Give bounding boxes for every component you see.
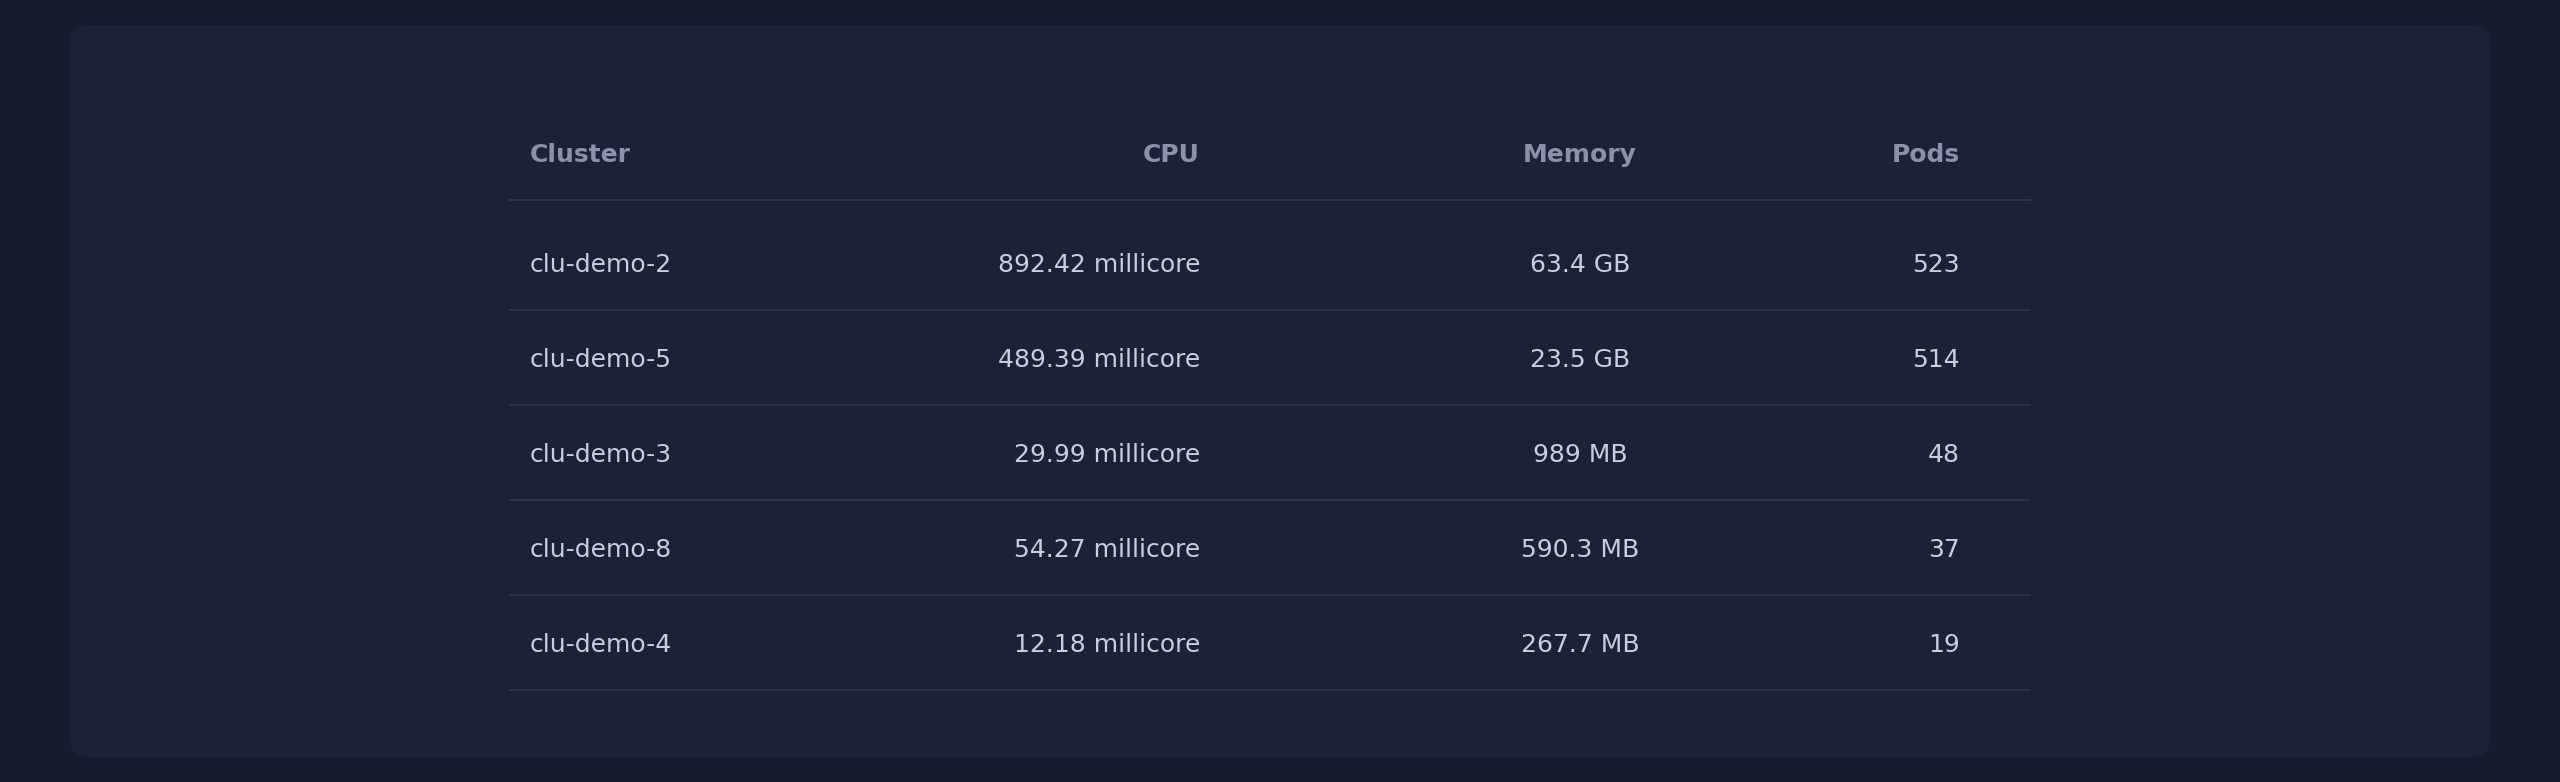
- Text: 37: 37: [1928, 538, 1961, 562]
- Text: 23.5 GB: 23.5 GB: [1531, 348, 1631, 372]
- Text: 489.39 millicore: 489.39 millicore: [998, 348, 1201, 372]
- Text: clu-demo-5: clu-demo-5: [530, 348, 671, 372]
- Text: Memory: Memory: [1523, 143, 1636, 167]
- Text: 19: 19: [1928, 633, 1961, 657]
- FancyBboxPatch shape: [69, 25, 2491, 757]
- Text: 63.4 GB: 63.4 GB: [1531, 253, 1631, 277]
- Text: 514: 514: [1912, 348, 1961, 372]
- Text: 989 MB: 989 MB: [1533, 443, 1628, 467]
- Text: Cluster: Cluster: [530, 143, 630, 167]
- Text: clu-demo-4: clu-demo-4: [530, 633, 673, 657]
- Text: clu-demo-8: clu-demo-8: [530, 538, 673, 562]
- Text: 12.18 millicore: 12.18 millicore: [1014, 633, 1201, 657]
- Text: 590.3 MB: 590.3 MB: [1521, 538, 1638, 562]
- Text: clu-demo-2: clu-demo-2: [530, 253, 673, 277]
- Text: 267.7 MB: 267.7 MB: [1521, 633, 1638, 657]
- Text: 29.99 millicore: 29.99 millicore: [1014, 443, 1201, 467]
- Text: 523: 523: [1912, 253, 1961, 277]
- Text: 48: 48: [1928, 443, 1961, 467]
- Text: CPU: CPU: [1144, 143, 1201, 167]
- Text: 892.42 millicore: 892.42 millicore: [998, 253, 1201, 277]
- Text: Pods: Pods: [1892, 143, 1961, 167]
- Text: clu-demo-3: clu-demo-3: [530, 443, 673, 467]
- Text: 54.27 millicore: 54.27 millicore: [1014, 538, 1201, 562]
